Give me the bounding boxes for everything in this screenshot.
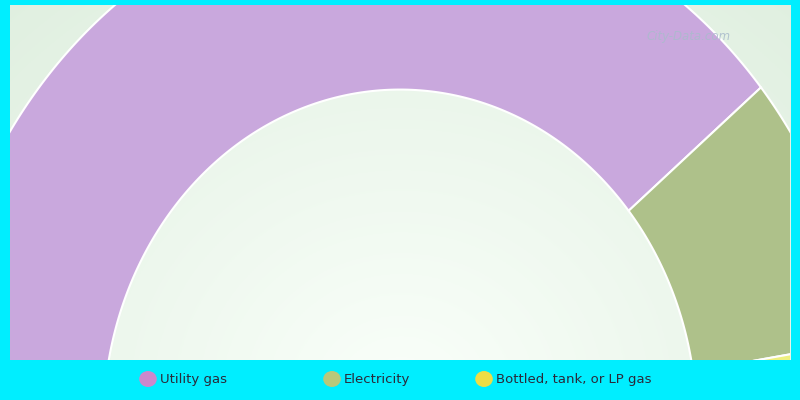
Text: City-Data.com: City-Data.com [647, 30, 731, 43]
Ellipse shape [139, 371, 157, 387]
Polygon shape [0, 0, 761, 400]
Text: Electricity: Electricity [344, 372, 410, 386]
Text: Bottled, tank, or LP gas: Bottled, tank, or LP gas [496, 372, 651, 386]
Polygon shape [693, 341, 800, 400]
Ellipse shape [323, 371, 341, 387]
Text: Utility gas: Utility gas [160, 372, 227, 386]
Polygon shape [629, 88, 800, 372]
Ellipse shape [475, 371, 493, 387]
